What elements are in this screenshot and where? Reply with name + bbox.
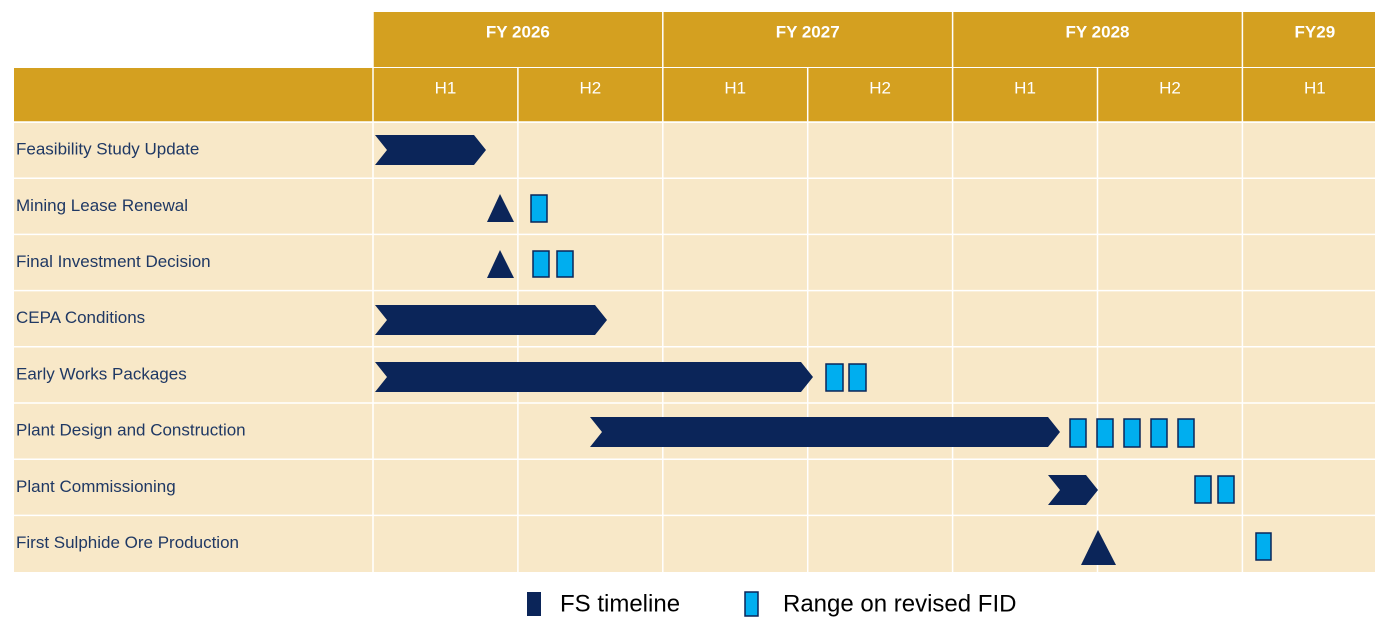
half-label: H2 (1159, 78, 1181, 97)
half-label: H2 (579, 78, 601, 97)
half-label: H1 (1014, 78, 1036, 97)
year-label: FY 2026 (486, 22, 550, 41)
year-label: FY 2027 (776, 22, 840, 41)
legend-label: FS timeline (560, 590, 680, 617)
row-label: Early Works Packages (16, 364, 187, 383)
row-label: Plant Commissioning (16, 477, 176, 496)
row-label: Mining Lease Renewal (16, 196, 188, 215)
year-label: FY29 (1295, 22, 1336, 41)
labels: H1 H2 H1 H2 H1 H2 H1 FY 2026 FY 2027 FY 2028 FY29 F… (16, 22, 1335, 617)
row-label: First Sulphide Ore Production (16, 533, 239, 552)
row-label: Final Investment Decision (16, 252, 211, 271)
half-label: H1 (724, 78, 746, 97)
row-label: Feasibility Study Update (16, 140, 199, 159)
half-label: H1 (1304, 78, 1326, 97)
row-label: Plant Design and Construction (16, 421, 246, 440)
legend-label: Range on revised FID (783, 590, 1016, 617)
half-label: H1 (435, 78, 457, 97)
grid (14, 12, 1375, 572)
legend (527, 591, 759, 617)
half-label: H2 (869, 78, 891, 97)
bars (375, 135, 1272, 565)
year-label: FY 2028 (1066, 22, 1130, 41)
row-label: CEPA Conditions (16, 308, 145, 327)
